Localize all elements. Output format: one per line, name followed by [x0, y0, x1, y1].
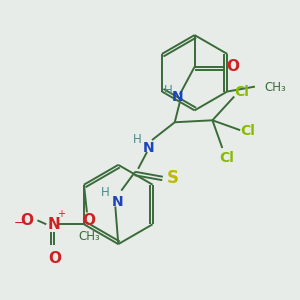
Text: H: H [101, 186, 110, 199]
Text: CH₃: CH₃ [78, 230, 100, 243]
Text: Cl: Cl [241, 124, 256, 138]
Text: N: N [48, 217, 61, 232]
Text: H: H [164, 84, 172, 97]
Text: O: O [20, 213, 33, 228]
Text: S: S [167, 169, 179, 187]
Text: O: O [48, 251, 61, 266]
Text: N: N [143, 141, 155, 155]
Text: Cl: Cl [235, 85, 250, 98]
Text: O: O [82, 213, 95, 228]
Text: +: + [57, 209, 65, 219]
Text: O: O [227, 59, 240, 74]
Text: H: H [133, 133, 142, 146]
Text: −: − [13, 217, 24, 230]
Text: N: N [112, 194, 123, 208]
Text: Cl: Cl [219, 151, 234, 165]
Text: CH₃: CH₃ [265, 81, 286, 94]
Text: N: N [172, 91, 184, 104]
